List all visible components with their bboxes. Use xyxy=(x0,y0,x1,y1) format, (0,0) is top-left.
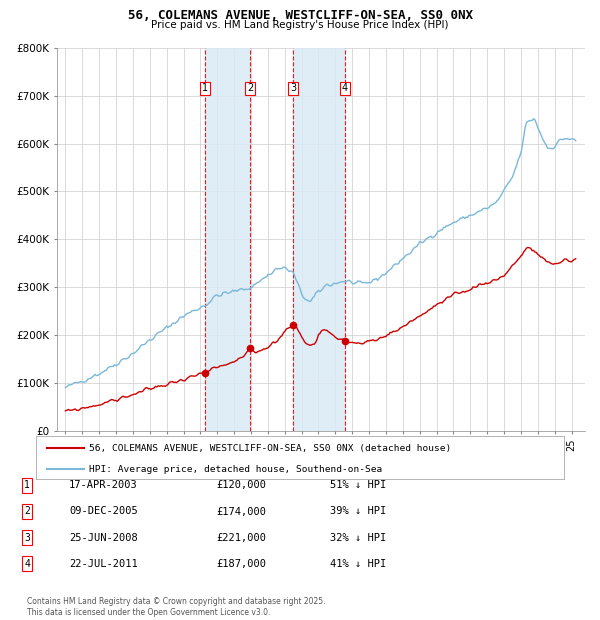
Text: 39% ↓ HPI: 39% ↓ HPI xyxy=(330,507,386,516)
Text: 32% ↓ HPI: 32% ↓ HPI xyxy=(330,533,386,542)
Text: 51% ↓ HPI: 51% ↓ HPI xyxy=(330,480,386,490)
Text: 4: 4 xyxy=(24,559,30,569)
Text: 1: 1 xyxy=(202,84,208,94)
Text: 3: 3 xyxy=(24,533,30,542)
Text: 56, COLEMANS AVENUE, WESTCLIFF-ON-SEA, SS0 0NX (detached house): 56, COLEMANS AVENUE, WESTCLIFF-ON-SEA, S… xyxy=(89,444,451,453)
Text: Price paid vs. HM Land Registry's House Price Index (HPI): Price paid vs. HM Land Registry's House … xyxy=(151,20,449,30)
Text: 25-JUN-2008: 25-JUN-2008 xyxy=(69,533,138,542)
Text: £120,000: £120,000 xyxy=(216,480,266,490)
Text: 2: 2 xyxy=(24,507,30,516)
Text: 3: 3 xyxy=(290,84,296,94)
Text: 2: 2 xyxy=(247,84,253,94)
Text: £174,000: £174,000 xyxy=(216,507,266,516)
Text: 41% ↓ HPI: 41% ↓ HPI xyxy=(330,559,386,569)
Text: 1: 1 xyxy=(24,480,30,490)
Text: £187,000: £187,000 xyxy=(216,559,266,569)
Text: HPI: Average price, detached house, Southend-on-Sea: HPI: Average price, detached house, Sout… xyxy=(89,465,382,474)
Text: Contains HM Land Registry data © Crown copyright and database right 2025.
This d: Contains HM Land Registry data © Crown c… xyxy=(27,598,325,617)
Text: 56, COLEMANS AVENUE, WESTCLIFF-ON-SEA, SS0 0NX: 56, COLEMANS AVENUE, WESTCLIFF-ON-SEA, S… xyxy=(128,9,473,22)
Text: £221,000: £221,000 xyxy=(216,533,266,542)
Text: 4: 4 xyxy=(342,84,348,94)
Bar xyxy=(293,48,345,431)
Text: 22-JUL-2011: 22-JUL-2011 xyxy=(69,559,138,569)
Bar xyxy=(205,48,250,431)
Text: 09-DEC-2005: 09-DEC-2005 xyxy=(69,507,138,516)
Text: 17-APR-2003: 17-APR-2003 xyxy=(69,480,138,490)
